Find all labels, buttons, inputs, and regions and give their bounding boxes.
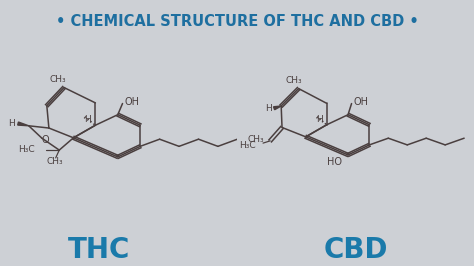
Text: OH: OH (354, 97, 369, 107)
Text: H: H (8, 119, 15, 128)
Text: HO: HO (328, 157, 343, 167)
Text: • CHEMICAL STRUCTURE OF THC AND CBD •: • CHEMICAL STRUCTURE OF THC AND CBD • (55, 14, 419, 29)
Text: CH₃: CH₃ (247, 135, 264, 144)
Text: CH₃: CH₃ (46, 157, 63, 166)
Text: CBD: CBD (323, 236, 388, 264)
Text: CH₃: CH₃ (50, 74, 66, 84)
Text: THC: THC (68, 236, 131, 264)
Text: H: H (84, 115, 91, 124)
Text: H₃C: H₃C (18, 145, 34, 154)
Text: H: H (316, 115, 323, 124)
Text: H₃C: H₃C (239, 141, 256, 150)
Text: H: H (265, 104, 272, 113)
Polygon shape (273, 106, 281, 110)
Text: O: O (42, 135, 49, 145)
Text: CH₃: CH₃ (285, 76, 302, 85)
Polygon shape (18, 122, 29, 126)
Text: OH: OH (125, 97, 139, 107)
